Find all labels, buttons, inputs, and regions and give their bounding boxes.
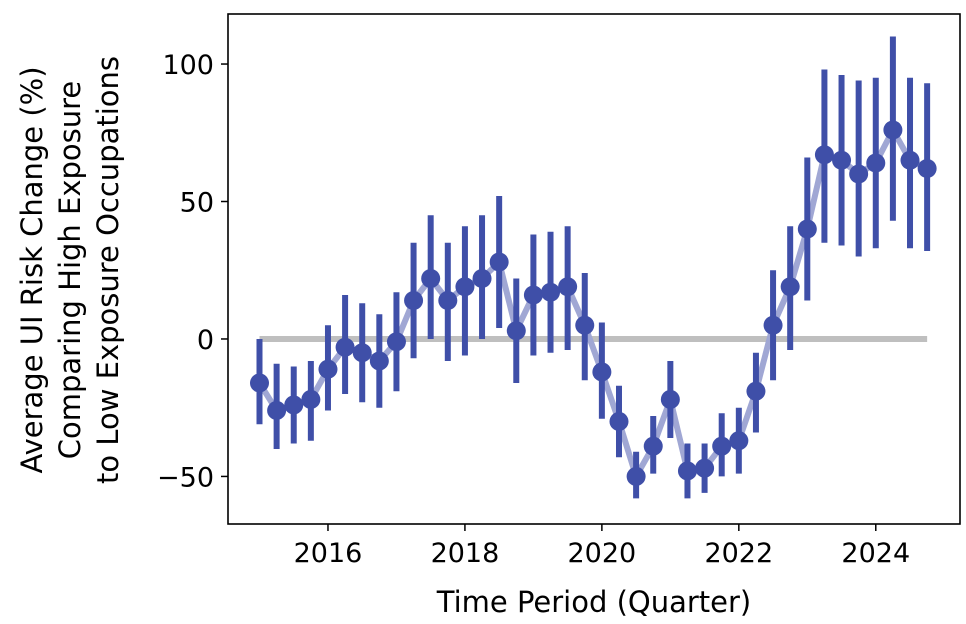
data-point xyxy=(369,351,389,371)
data-point xyxy=(267,400,287,420)
data-point xyxy=(660,389,680,409)
data-point xyxy=(814,145,834,165)
data-point xyxy=(575,315,595,335)
y-axis-label-line-2: Comparing High Exposure xyxy=(53,81,87,460)
data-point xyxy=(455,277,475,297)
data-point xyxy=(318,359,338,379)
series-line xyxy=(256,127,929,480)
data-point xyxy=(301,389,321,409)
data-point xyxy=(797,219,817,239)
data-point xyxy=(883,120,903,140)
y-tick-label: 100 xyxy=(162,50,214,81)
y-tick-label: −50 xyxy=(157,462,214,493)
data-point xyxy=(832,150,852,170)
x-tick-label: 2020 xyxy=(568,538,637,569)
y-tick-label: 0 xyxy=(197,325,214,356)
data-point xyxy=(695,458,715,478)
data-point xyxy=(763,315,783,335)
data-point xyxy=(746,381,766,401)
data-point xyxy=(780,277,800,297)
data-point xyxy=(677,461,697,481)
data-point xyxy=(489,252,509,272)
x-tick-label: 2022 xyxy=(704,538,773,569)
data-point xyxy=(386,332,406,352)
y-axis-label-line-1: Average UI Risk Change (%) xyxy=(15,66,49,473)
data-point xyxy=(284,395,304,415)
data-point xyxy=(438,290,458,310)
data-point xyxy=(335,337,355,357)
data-point xyxy=(506,321,526,341)
data-point xyxy=(849,164,869,184)
data-point xyxy=(541,282,561,302)
data-point xyxy=(643,436,663,456)
data-point xyxy=(523,285,543,305)
data-point xyxy=(404,290,424,310)
x-axis-label: Time Period (Quarter) xyxy=(436,585,752,619)
data-point xyxy=(917,159,937,179)
data-point xyxy=(249,373,269,393)
y-tick-label: 50 xyxy=(180,188,214,219)
x-tick-label: 2024 xyxy=(841,538,910,569)
plot-frame xyxy=(227,13,961,525)
x-tick-label: 2016 xyxy=(294,538,363,569)
y-axis-label-line-3: to Low Exposure Occupations xyxy=(91,56,125,484)
data-point xyxy=(712,436,732,456)
data-point xyxy=(472,268,492,288)
data-point xyxy=(626,466,646,486)
data-point xyxy=(729,431,749,451)
x-tick-label: 2018 xyxy=(431,538,500,569)
data-point xyxy=(609,411,629,431)
data-point xyxy=(592,362,612,382)
data-point xyxy=(421,268,441,288)
data-point xyxy=(558,277,578,297)
data-point xyxy=(352,343,372,363)
data-point xyxy=(866,153,886,173)
data-point xyxy=(900,150,920,170)
